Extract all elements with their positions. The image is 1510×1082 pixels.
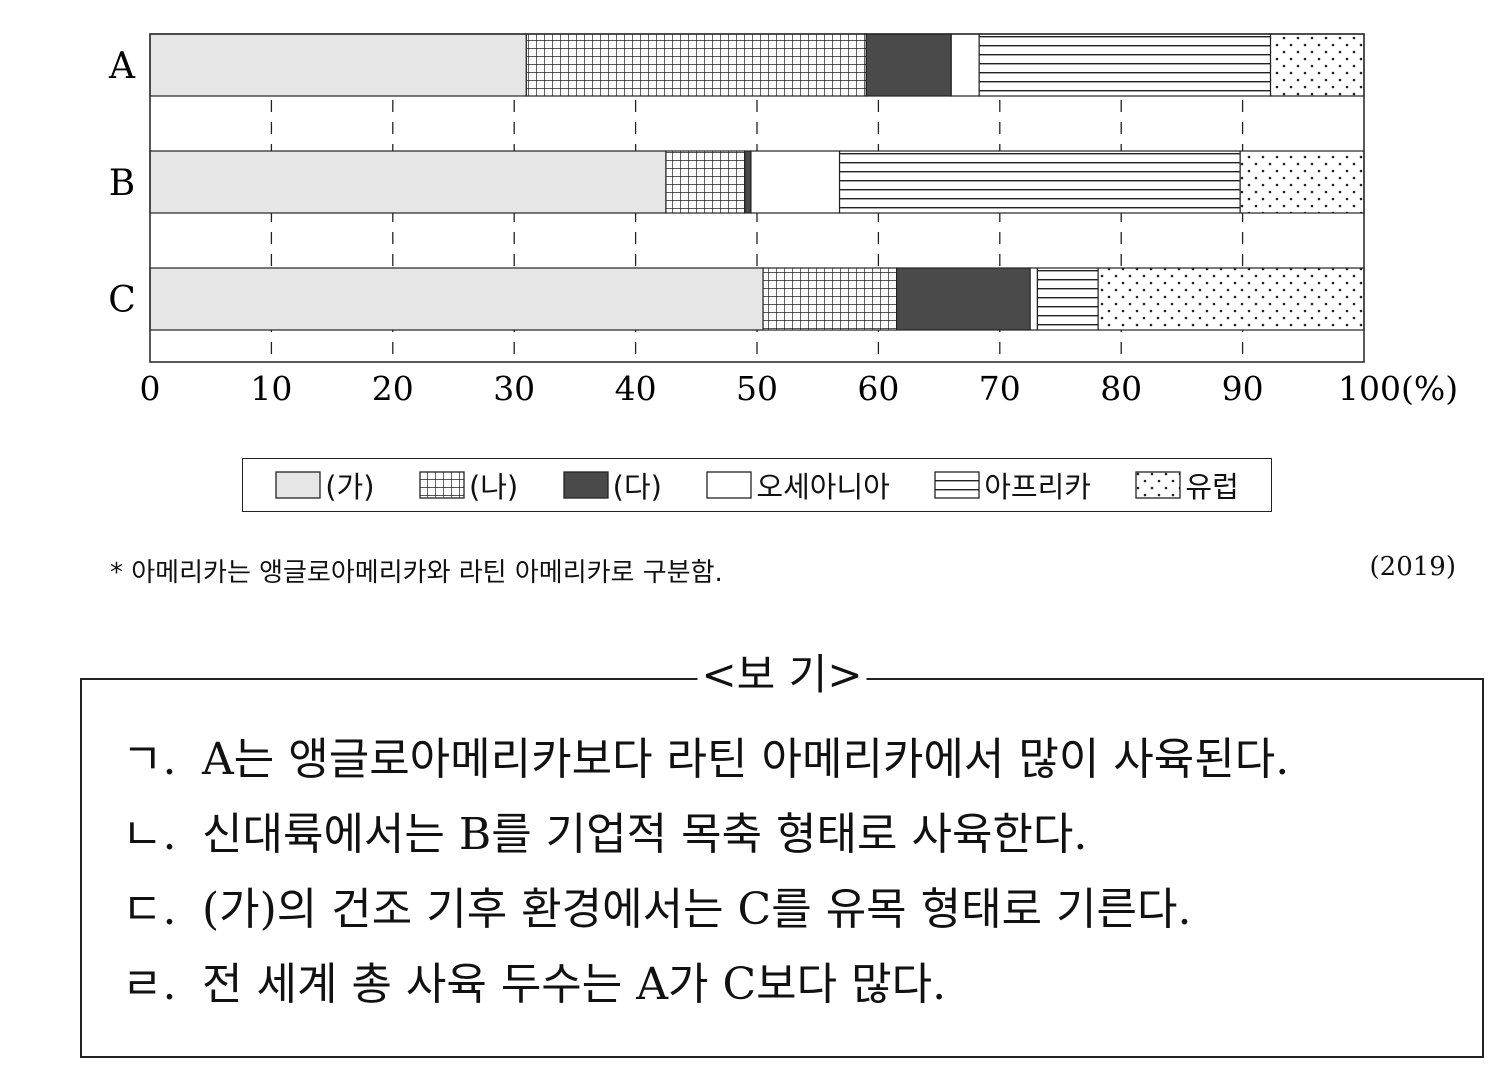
bar-segment [665, 150, 746, 214]
legend-label: (나) [468, 470, 519, 504]
bar-segment [1036, 267, 1099, 331]
x-tick-label: 20 [372, 369, 414, 408]
legend-swatch [275, 471, 321, 499]
legend-swatch [706, 471, 753, 499]
x-tick-label: 80 [1100, 369, 1142, 408]
legend-item: 유럽 [1135, 464, 1239, 506]
bar-segment [865, 33, 952, 97]
legend-item: 아프리카 [934, 464, 1091, 506]
legend-item: (나) [419, 464, 518, 506]
bar-segment [525, 33, 867, 97]
bar-segment [950, 33, 980, 97]
bar-segment [149, 33, 527, 97]
bogi-marker: ㄷ. [122, 884, 177, 935]
x-tick-label: 40 [615, 369, 657, 408]
bogi-text: (가)의 건조 기후 환경에서는 C를 유목 형태로 기른다. [202, 884, 1192, 935]
footnote: * 아메리카는 앵글로아메리카와 라틴 아메리카로 구분함. [110, 558, 723, 588]
bogi-marker: ㄴ. [122, 809, 177, 860]
bar-segment [1269, 33, 1365, 97]
legend-swatch [934, 471, 980, 499]
legend-swatch [419, 471, 465, 499]
x-tick-label: 90 [1222, 369, 1264, 408]
legend-item: 오세아니아 [706, 464, 890, 506]
category-label: B [109, 163, 135, 204]
legend-label: (다) [612, 470, 662, 504]
category-label: C [108, 280, 136, 321]
bar-segment [149, 267, 764, 331]
legend: (가) (나) (다) 오세아니아 아프리카 유럽 [242, 458, 1272, 512]
bar-segment [896, 267, 1031, 331]
bogi-text: 전 세계 총 사육 두수는 A가 C보다 많다. [202, 959, 947, 1010]
bogi-text: A는 앵글로아메리카보다 라틴 아메리카에서 많이 사육된다. [202, 734, 1290, 785]
bar-segment [750, 150, 841, 214]
legend-label: (가) [325, 470, 375, 504]
x-tick-label: 10 [250, 369, 292, 408]
bogi-list: ㄱ. A는 앵글로아메리카보다 라틴 아메리카에서 많이 사육된다. ㄴ. 신대륙에… [122, 722, 1462, 1022]
bogi-marker: ㄹ. [122, 959, 177, 1010]
bar-segment [762, 267, 898, 331]
x-tick-labels: 0 10 20 30 40 50 60 70 80 90 100(%) [140, 369, 1459, 408]
x-tick-label: 100(%) [1338, 369, 1458, 408]
bogi-title: <보 기> [697, 650, 867, 700]
category-labels: A B C [108, 46, 136, 321]
bogi-marker: ㄱ. [122, 734, 177, 785]
bar-segment [1097, 267, 1365, 331]
bogi-item: ㄷ. (가)의 건조 기후 환경에서는 C를 유목 형태로 기른다. [122, 872, 1462, 947]
bogi-text: 신대륙에서는 B를 기업적 목축 형태로 사육한다. [202, 809, 1088, 860]
legend-item: (다) [563, 464, 662, 506]
bar-segment [978, 33, 1272, 97]
bogi-item: ㄹ. 전 세계 총 사육 두수는 A가 C보다 많다. [122, 947, 1462, 1022]
x-tick-label: 70 [979, 369, 1021, 408]
legend-swatch [1135, 471, 1182, 499]
legend-label: 유럽 [1185, 470, 1239, 504]
bar-segment [149, 150, 667, 214]
legend-label: 오세아니아 [756, 470, 890, 504]
legend-swatch [563, 471, 609, 499]
bar-segment [744, 150, 752, 214]
year-label: (2019) [1369, 552, 1456, 582]
bogi-item: ㄱ. A는 앵글로아메리카보다 라틴 아메리카에서 많이 사육된다. [122, 722, 1462, 797]
bar-segment [1029, 267, 1039, 331]
bars [149, 33, 1365, 331]
legend-label: 아프리카 [984, 470, 1091, 504]
bogi-item: ㄴ. 신대륙에서는 B를 기업적 목축 형태로 사육한다. [122, 797, 1462, 872]
x-tick-label: 0 [140, 369, 161, 408]
stacked-bar-chart: A B C 0 10 20 30 40 50 60 70 80 90 100(%) [108, 33, 1459, 408]
x-tick-label: 50 [736, 369, 778, 408]
category-label: A [108, 46, 136, 87]
bogi-box: <보 기> ㄱ. A는 앵글로아메리카보다 라틴 아메리카에서 많이 사육된다. … [80, 650, 1484, 1058]
legend-item: (가) [275, 464, 375, 506]
bar-segment [838, 150, 1241, 214]
bar-segment [1239, 150, 1365, 214]
x-tick-label: 30 [493, 369, 535, 408]
x-tick-label: 60 [857, 369, 899, 408]
plot-frame [149, 33, 1365, 363]
